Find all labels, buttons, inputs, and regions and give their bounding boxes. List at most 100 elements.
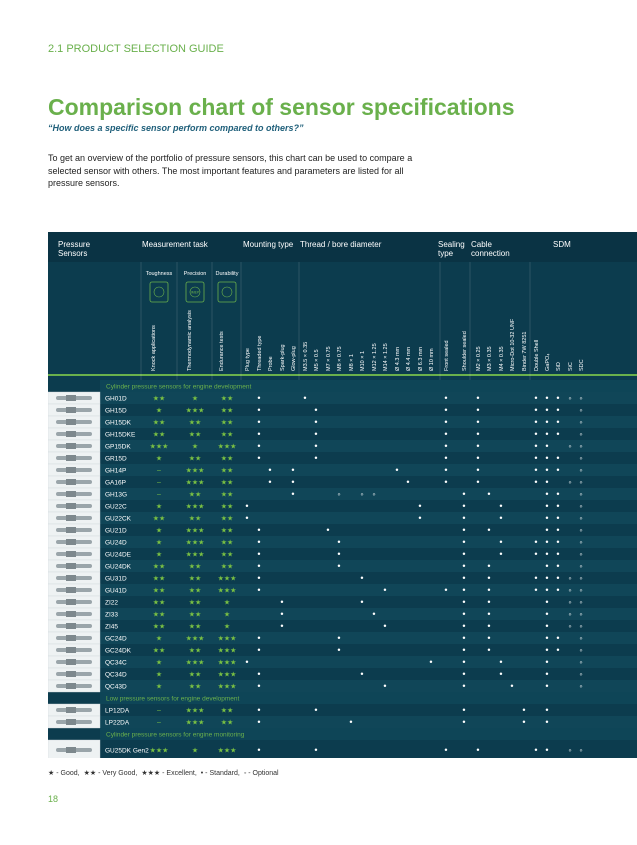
rating: ★★ bbox=[221, 539, 234, 547]
rating: ★★ bbox=[189, 671, 202, 679]
sensor-name: GR15D bbox=[105, 456, 127, 463]
sensor-image-detail bbox=[66, 719, 76, 725]
rating: ★★★ bbox=[218, 671, 237, 679]
cell-symbol: • bbox=[372, 609, 375, 619]
cell-symbol: • bbox=[545, 717, 548, 727]
cell-symbol: • bbox=[556, 489, 559, 499]
rating: ★★★ bbox=[218, 443, 237, 451]
cell-symbol: • bbox=[314, 405, 317, 415]
row-band bbox=[100, 632, 637, 644]
cell-symbol: • bbox=[462, 561, 465, 571]
cell-symbol: • bbox=[337, 645, 340, 655]
cell-symbol: • bbox=[257, 549, 260, 559]
sensor-name: GU24DK bbox=[105, 564, 132, 571]
row-band bbox=[100, 416, 637, 428]
column-heading: M8 × 0.75 bbox=[337, 346, 343, 371]
cell-symbol: • bbox=[476, 745, 479, 755]
sensor-name: GA16P bbox=[105, 480, 126, 487]
cell-symbol: • bbox=[499, 513, 502, 523]
cell-symbol: • bbox=[545, 609, 548, 619]
sensor-name: ZI45 bbox=[105, 624, 118, 631]
cell-symbol: • bbox=[499, 549, 502, 559]
cell-symbol: • bbox=[556, 633, 559, 643]
group-heading: Thread / bore diameter bbox=[300, 240, 382, 249]
rating: ★ bbox=[156, 407, 162, 415]
cell-symbol: • bbox=[545, 585, 548, 595]
sensor-name: QC43D bbox=[105, 684, 127, 691]
cell-symbol: • bbox=[444, 441, 447, 451]
cell-symbol: • bbox=[556, 561, 559, 571]
column-heading: M8 × 1 bbox=[349, 354, 355, 371]
cell-symbol: • bbox=[257, 453, 260, 463]
cell-symbol: • bbox=[545, 573, 548, 583]
cell-symbol: • bbox=[534, 393, 537, 403]
sensor-name: GH15DK bbox=[105, 420, 132, 427]
row-band bbox=[100, 392, 637, 404]
sensor-name: GH01D bbox=[105, 396, 127, 403]
column-heading: Ø 6.3 mm bbox=[418, 346, 424, 371]
cell-symbol: • bbox=[257, 561, 260, 571]
row-band bbox=[100, 464, 637, 476]
cell-symbol: • bbox=[556, 465, 559, 475]
sensor-image-detail bbox=[66, 599, 76, 605]
cell-symbol: • bbox=[314, 441, 317, 451]
cell-symbol: • bbox=[487, 621, 490, 631]
sensor-image-detail bbox=[66, 491, 76, 497]
legend: ★ - Good, ★★ - Very Good, ★★★ - Excellent,… bbox=[48, 769, 283, 777]
legend-item: • - Standard, bbox=[200, 770, 240, 777]
sensor-name: LP22DA bbox=[105, 720, 130, 727]
cell-symbol: • bbox=[245, 501, 248, 511]
rating: ★★ bbox=[221, 419, 234, 427]
cell-symbol: ◦ bbox=[579, 441, 582, 451]
cell-symbol: • bbox=[545, 429, 548, 439]
rating: – bbox=[157, 480, 161, 487]
section-title: Cylinder pressure sensors for engine mon… bbox=[106, 732, 245, 739]
cell-symbol: • bbox=[545, 621, 548, 631]
task-heading: Precision bbox=[184, 271, 207, 277]
rating: ★★ bbox=[153, 623, 166, 631]
cell-symbol: • bbox=[462, 633, 465, 643]
cell-symbol: • bbox=[556, 405, 559, 415]
task-icon-detail bbox=[189, 286, 201, 298]
column-heading: GaPO₄ bbox=[545, 353, 551, 371]
rating: ★★ bbox=[189, 455, 202, 463]
cell-symbol: • bbox=[257, 681, 260, 691]
cell-symbol: ◦ bbox=[579, 609, 582, 619]
row-band bbox=[100, 740, 637, 758]
sensor-name: GU41D bbox=[105, 588, 127, 595]
cell-symbol: • bbox=[314, 745, 317, 755]
group-heading: Mounting type bbox=[243, 240, 294, 249]
rating: – bbox=[157, 468, 161, 475]
cell-symbol: • bbox=[534, 745, 537, 755]
cell-symbol: ◦ bbox=[568, 745, 571, 755]
sensor-name: ZI22 bbox=[105, 600, 118, 607]
cell-symbol: • bbox=[476, 465, 479, 475]
cell-symbol: ◦ bbox=[568, 573, 571, 583]
cell-symbol: ◦ bbox=[579, 621, 582, 631]
cell-symbol: • bbox=[545, 669, 548, 679]
rating: ★ bbox=[156, 659, 162, 667]
cell-symbol: ◦ bbox=[579, 633, 582, 643]
rating: ★★★ bbox=[218, 575, 237, 583]
cell-symbol: • bbox=[314, 417, 317, 427]
cell-symbol: • bbox=[257, 573, 260, 583]
cell-symbol: • bbox=[476, 393, 479, 403]
rating: ★★ bbox=[189, 515, 202, 523]
rating: ★★★ bbox=[218, 587, 237, 595]
column-heading: M12 × 1.25 bbox=[372, 343, 378, 371]
section-title: Low pressure sensors for engine developm… bbox=[106, 696, 240, 703]
column-heading: M7 × 0.75 bbox=[326, 346, 332, 371]
cell-symbol: • bbox=[444, 393, 447, 403]
rating: ★★★ bbox=[186, 503, 205, 511]
sensor-image-detail bbox=[66, 395, 76, 401]
cell-symbol: • bbox=[556, 585, 559, 595]
cell-symbol: • bbox=[556, 549, 559, 559]
cell-symbol: • bbox=[257, 537, 260, 547]
cell-symbol: • bbox=[280, 621, 283, 631]
rating: ★ bbox=[156, 671, 162, 679]
cell-symbol: • bbox=[462, 501, 465, 511]
cell-symbol: • bbox=[545, 705, 548, 715]
sensor-name: QC34C bbox=[105, 660, 127, 667]
cell-symbol: • bbox=[462, 525, 465, 535]
cell-symbol: • bbox=[257, 669, 260, 679]
